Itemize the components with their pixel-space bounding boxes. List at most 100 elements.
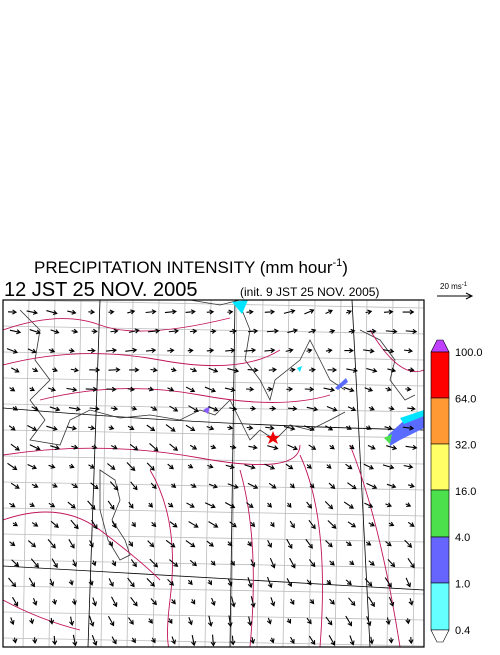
wind-arrow (167, 463, 174, 470)
wind-arrow (246, 386, 255, 392)
wind-arrow (329, 598, 335, 605)
colorbar-label: 0.4 (455, 625, 470, 637)
wind-arrow (88, 309, 96, 315)
wind-arrow (186, 502, 195, 508)
wind-arrow (165, 539, 176, 548)
wind-arrow (405, 444, 418, 450)
wind-arrow (207, 615, 213, 627)
wind-arrow (11, 559, 20, 567)
wind-arrow (128, 501, 134, 509)
wind-arrow (388, 596, 395, 607)
wind-arrow (325, 540, 333, 548)
wind-arrow (347, 482, 357, 490)
wind-arrow (308, 444, 317, 450)
wind-arrow (349, 560, 355, 566)
wind-arrow (131, 405, 138, 411)
wind-arrow (48, 502, 56, 508)
wind-arrow (287, 444, 298, 451)
wind-arrow (207, 463, 214, 469)
wind-arrow (382, 464, 395, 470)
wind-arrow (68, 579, 74, 586)
wind-arrow (128, 540, 134, 547)
wind-arrow (66, 425, 77, 431)
grid-line (3, 377, 424, 387)
wind-arrow (189, 444, 198, 450)
wind-arrow (407, 558, 415, 569)
wind-arrow (171, 483, 177, 488)
colorbar-label: 100.0 (455, 347, 483, 359)
wind-arrow (167, 386, 175, 392)
wind-arrow (90, 482, 99, 490)
wind-arrow (188, 405, 199, 412)
wind-arrow (168, 328, 180, 334)
wind-arrow (328, 482, 336, 490)
wind-arrow (6, 348, 18, 354)
wind-arrow (210, 444, 217, 450)
wind-arrow (248, 444, 258, 450)
marker-star (266, 431, 280, 444)
wind-arrow (283, 308, 296, 314)
wind-arrow (323, 387, 336, 393)
wind-arrow (67, 309, 77, 315)
wind-arrow (407, 406, 416, 412)
wind-arrow (364, 387, 374, 392)
wind-arrow (187, 348, 194, 354)
wind-arrow (227, 367, 240, 373)
wind-arrow (206, 540, 214, 547)
wind-arrow (366, 616, 372, 627)
wind-arrow (169, 405, 179, 412)
wind-arrow (308, 328, 317, 334)
wind-arrow (185, 386, 196, 393)
wind-arrow (227, 309, 234, 315)
wind-arrow (169, 443, 179, 451)
wind-arrow (107, 463, 116, 470)
wind-arrow (268, 367, 278, 373)
wind-arrow (206, 309, 215, 315)
wind-arrow (408, 637, 414, 645)
wind-arrow (129, 443, 139, 451)
wind-arrow (363, 348, 375, 354)
wind-arrow (247, 482, 259, 489)
wind-arrow (85, 386, 98, 392)
wind-arrow (304, 386, 315, 392)
wind-arrow (405, 502, 412, 508)
wind-arrow (327, 520, 337, 529)
wind-arrow (285, 348, 294, 354)
title-close: ) (342, 258, 348, 277)
wind-arrow (68, 406, 81, 412)
wind-arrow (7, 462, 18, 471)
wind-arrow (169, 559, 179, 567)
grid-line (230, 300, 238, 647)
wind-arrow (127, 425, 135, 431)
wind-arrow (51, 558, 58, 569)
wind-arrow (230, 560, 235, 567)
wind-arrow (50, 520, 59, 528)
wind-arrow (368, 521, 375, 527)
wind-arrow (131, 637, 136, 644)
wind-arrow (364, 578, 373, 587)
wind-arrow (289, 557, 296, 569)
wind-arrow (366, 367, 378, 373)
wind-arrow (187, 579, 193, 586)
wind-arrow (347, 406, 357, 412)
wind-arrow (402, 425, 415, 431)
wind-arrow (210, 597, 216, 607)
wind-arrow (388, 637, 394, 644)
wind-arrow (148, 502, 154, 508)
wind-arrow (88, 579, 94, 586)
grid-line (3, 533, 424, 543)
wind-arrow (286, 578, 293, 588)
wind-arrow (191, 634, 197, 647)
wind-arrow (89, 367, 101, 373)
wind-arrow (148, 328, 161, 334)
wind-arrow (407, 483, 415, 489)
wind-arrow (51, 598, 57, 606)
wind-arrow (189, 328, 198, 334)
wind-arrow (31, 522, 39, 527)
wind-arrow (388, 405, 395, 411)
wind-field (6, 308, 418, 647)
wind-arrow (325, 616, 333, 626)
scale-arrow (437, 292, 474, 300)
wind-arrow (72, 634, 78, 647)
